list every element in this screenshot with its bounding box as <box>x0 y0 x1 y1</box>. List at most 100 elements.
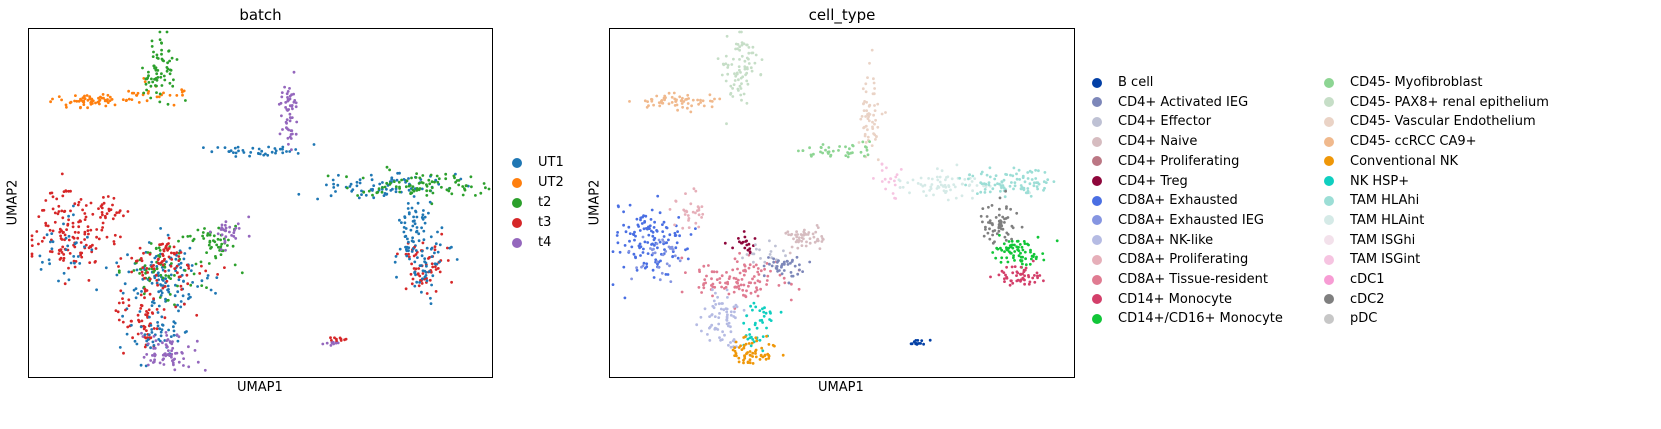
data-point <box>136 292 140 295</box>
data-point <box>642 227 646 231</box>
legend-item-cd8a-proliferating: CD8A+ Proliferating <box>1092 252 1248 267</box>
data-point <box>729 341 732 344</box>
data-point <box>689 202 693 206</box>
data-point <box>171 84 175 88</box>
data-point <box>796 272 800 276</box>
data-point <box>747 242 751 246</box>
data-point <box>150 331 154 334</box>
legend-label: t3 <box>538 215 552 230</box>
data-point <box>991 251 995 254</box>
data-point <box>433 251 436 255</box>
data-point <box>262 153 266 157</box>
cluster-cdc2 <box>979 189 1024 245</box>
data-point <box>738 48 741 52</box>
data-point <box>425 292 429 295</box>
data-point <box>724 54 728 58</box>
data-point <box>747 46 751 49</box>
data-point <box>664 226 668 229</box>
data-point <box>216 232 220 236</box>
data-point <box>1030 178 1034 181</box>
data-point <box>160 57 164 61</box>
data-point <box>164 297 167 301</box>
plot-area-cell-type <box>609 28 1075 378</box>
data-point <box>876 102 880 106</box>
data-point <box>104 104 108 108</box>
data-point <box>859 117 863 121</box>
data-point <box>172 325 175 329</box>
cluster-t4 <box>277 70 299 152</box>
data-point <box>420 226 423 230</box>
cluster-t3 <box>30 172 117 286</box>
data-point <box>673 231 677 235</box>
data-point <box>762 264 766 268</box>
data-point <box>971 196 974 200</box>
data-point <box>754 352 757 355</box>
data-point <box>152 360 156 364</box>
data-point <box>150 281 154 285</box>
data-point <box>1016 248 1019 252</box>
data-point <box>421 277 424 281</box>
data-point <box>416 256 419 259</box>
data-point <box>60 229 63 233</box>
data-point <box>334 190 337 193</box>
data-point <box>942 189 946 193</box>
data-point <box>724 62 728 66</box>
data-point <box>837 149 840 152</box>
data-point <box>325 341 329 345</box>
data-point <box>997 213 1001 217</box>
data-point <box>121 291 125 295</box>
data-point <box>964 183 967 187</box>
data-point <box>866 76 869 79</box>
data-point <box>935 175 939 179</box>
data-point <box>848 147 851 151</box>
data-point <box>763 353 767 357</box>
data-point <box>143 80 147 84</box>
data-point <box>266 153 270 157</box>
data-point <box>193 349 197 352</box>
data-point <box>410 250 414 253</box>
data-point <box>143 264 147 267</box>
data-point <box>280 114 283 118</box>
data-point <box>735 280 738 284</box>
legend-label: CD45- PAX8+ renal epithelium <box>1350 94 1549 110</box>
data-point <box>699 101 702 104</box>
legend-label: CD8A+ Exhausted <box>1118 193 1238 209</box>
data-point <box>1001 215 1005 219</box>
cluster-cd45-ccrcc-ca9 <box>628 91 722 114</box>
data-point <box>101 213 104 217</box>
data-point <box>203 368 207 372</box>
data-point <box>177 360 181 364</box>
data-point <box>143 296 146 300</box>
data-point <box>257 151 260 155</box>
scatter-canvas-cell-type <box>611 30 1059 365</box>
data-point <box>422 229 426 233</box>
data-point <box>51 240 55 244</box>
data-point <box>151 55 155 58</box>
data-point <box>408 257 411 261</box>
data-point <box>138 272 141 275</box>
data-point <box>167 328 171 332</box>
data-point <box>984 182 988 186</box>
data-point <box>430 255 434 258</box>
data-point <box>88 97 92 101</box>
data-point <box>77 225 81 229</box>
data-point <box>87 232 90 236</box>
data-point <box>145 77 149 81</box>
data-point <box>748 250 752 254</box>
legend-marker <box>1324 215 1334 226</box>
data-point <box>726 296 729 299</box>
data-point <box>164 246 168 250</box>
legend-label: CD45- Myofibroblast <box>1350 75 1483 90</box>
xlabel-cell-type: UMAP1 <box>818 380 864 395</box>
data-point <box>223 223 227 227</box>
data-point <box>423 221 427 225</box>
data-point <box>658 104 662 108</box>
data-point <box>270 150 274 154</box>
data-point <box>872 77 875 81</box>
data-point <box>1026 242 1029 246</box>
data-point <box>729 310 733 314</box>
cluster-t3 <box>396 232 453 295</box>
data-point <box>754 305 758 309</box>
data-point <box>866 153 870 157</box>
data-point <box>734 340 738 344</box>
